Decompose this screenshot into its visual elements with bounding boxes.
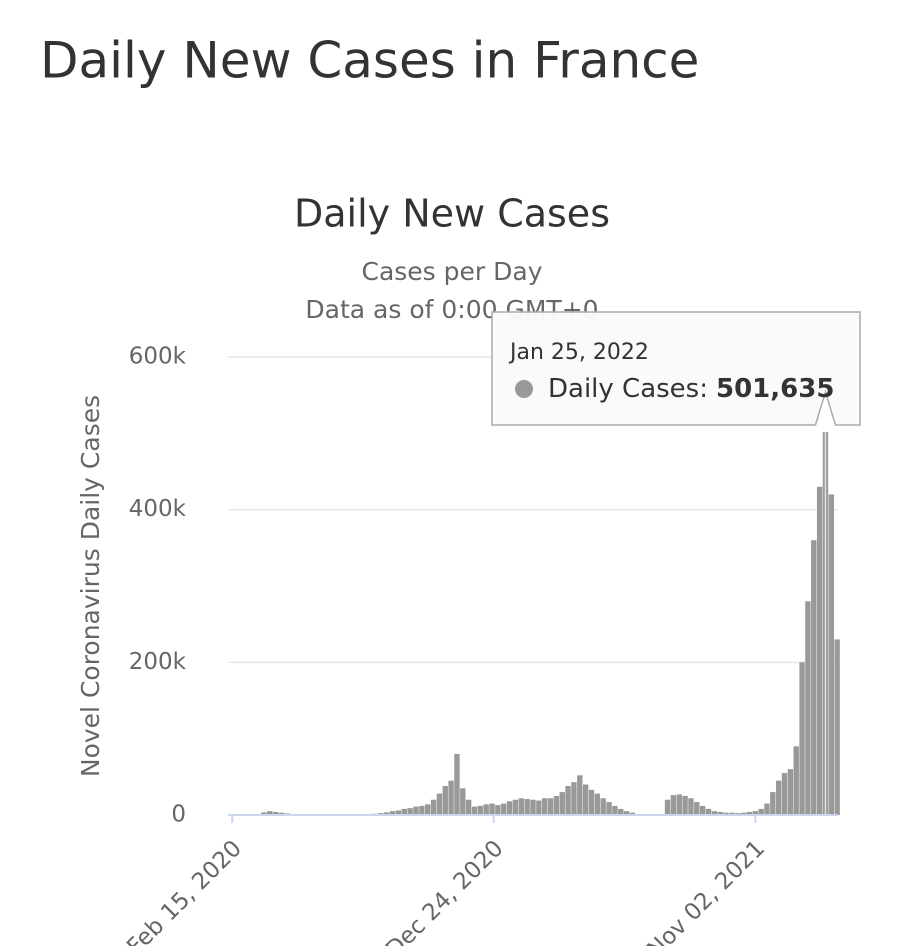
bar: [746, 811, 753, 815]
bar: [430, 799, 437, 815]
bar: [699, 805, 706, 815]
x-tick-label: Dec 24, 2020: [381, 835, 508, 946]
bar: [389, 811, 396, 815]
chart-title: Daily New Cases: [294, 192, 610, 236]
bar: [758, 808, 764, 815]
bar: [694, 802, 700, 815]
page-title: Daily New Cases in France: [40, 32, 699, 90]
y-axis-label: Novel Coronavirus Daily Cases: [76, 395, 105, 777]
bar: [711, 811, 718, 815]
bar: [460, 788, 466, 815]
bar: [553, 795, 560, 815]
bar: [442, 785, 448, 815]
bar: [805, 601, 811, 815]
bar: [752, 811, 758, 815]
bar: [407, 808, 413, 815]
bar: [395, 810, 402, 815]
bar: [606, 802, 612, 815]
bar: [816, 486, 823, 815]
y-tick-label: 0: [171, 802, 186, 828]
bar: [612, 805, 618, 815]
bar: [811, 540, 817, 815]
bar: [518, 798, 524, 815]
bar: [559, 792, 565, 815]
y-tick-label: 600k: [129, 344, 187, 370]
bar: [512, 799, 519, 815]
bar: [489, 803, 495, 815]
tooltip-date: Jan 25, 2022: [508, 340, 649, 365]
tooltip-series: Daily Cases:: [548, 374, 708, 404]
bar: [729, 812, 735, 815]
bar: [436, 793, 443, 815]
bar: [547, 798, 554, 815]
tooltip-box: [491, 311, 861, 426]
bar: [384, 812, 390, 815]
bar: [477, 805, 484, 815]
bar: [501, 803, 507, 815]
bar: [670, 795, 677, 815]
bar: [582, 784, 589, 815]
bar: [577, 775, 583, 815]
tooltip-marker: [515, 380, 533, 398]
bar: [413, 806, 419, 815]
bar: [594, 793, 601, 815]
bar: [688, 798, 694, 815]
y-tick-label: 400k: [129, 496, 187, 522]
bar: [618, 808, 624, 815]
bar: [787, 769, 794, 815]
bar: [770, 792, 776, 815]
bar: [664, 799, 671, 815]
bar: [267, 811, 273, 815]
bar: [272, 811, 279, 815]
bar: [828, 494, 835, 815]
tooltip-label: Daily Cases: 501,635: [548, 374, 834, 404]
bar: [781, 773, 788, 815]
bar: [705, 808, 712, 815]
bar: [419, 805, 425, 815]
bar: [717, 811, 723, 815]
bar: [506, 801, 513, 815]
bar: [565, 785, 571, 815]
bar: [425, 804, 431, 815]
bar: [623, 811, 630, 815]
bar: [542, 798, 548, 815]
y-tick-label: 200k: [129, 649, 187, 675]
bar: [600, 798, 606, 815]
x-tick-label: Nov 02, 2021: [642, 835, 770, 946]
bar: [588, 789, 595, 815]
bar: [799, 662, 805, 815]
bar: [676, 794, 682, 815]
bar: [524, 798, 530, 815]
bar: [723, 812, 729, 815]
bar: [278, 812, 285, 815]
bar: [261, 812, 267, 815]
bar: [401, 808, 408, 815]
bar: [454, 753, 460, 815]
bar: [530, 799, 536, 815]
bar: [571, 782, 577, 815]
bar: [536, 800, 542, 815]
bar: [629, 812, 636, 815]
bar: [495, 805, 501, 815]
bar: [793, 746, 799, 815]
tooltip-value: 501,635: [716, 374, 834, 404]
tooltip: Jan 25, 2022 Daily Cases: 501,635: [491, 311, 861, 426]
bar: [465, 799, 472, 815]
bar: [448, 780, 454, 815]
bar: [471, 806, 478, 815]
bar: [775, 780, 782, 815]
bar: [483, 804, 489, 815]
bar: [834, 639, 840, 815]
bar: [764, 803, 770, 815]
x-tick-label: Feb 15, 2020: [122, 835, 247, 946]
bar: [740, 812, 747, 815]
bar: [682, 795, 688, 815]
chart-subtitle: Cases per Day: [362, 257, 543, 286]
